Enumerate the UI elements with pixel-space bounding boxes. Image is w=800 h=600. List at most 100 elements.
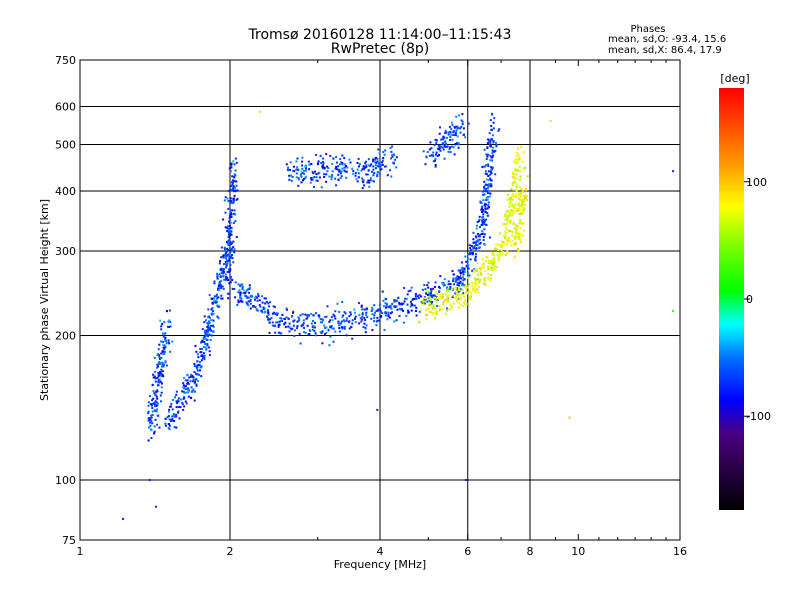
o-mode-point [445, 131, 447, 134]
o-mode-point [483, 233, 486, 236]
o-mode-point [438, 132, 441, 135]
y-tick-label: 200 [55, 330, 76, 343]
o-mode-point [161, 351, 164, 354]
o-mode-point [494, 173, 497, 176]
x-mode-point [512, 188, 515, 191]
x-mode-point [519, 227, 522, 230]
o-mode-point [304, 164, 307, 167]
o-mode-point [204, 332, 207, 335]
x-mode-point [509, 214, 512, 217]
o-mode-point [376, 157, 379, 160]
o-mode-point [270, 317, 273, 319]
o-mode-point [353, 308, 356, 311]
o-mode-point [150, 414, 153, 417]
o-mode-point [196, 369, 199, 372]
o-mode-point [488, 236, 491, 239]
x-mode-point [495, 266, 498, 269]
o-mode-point [460, 272, 462, 275]
o-mode-point [249, 298, 252, 301]
o-mode-point [333, 315, 336, 318]
o-mode-point [211, 302, 214, 305]
o-mode-point [263, 297, 266, 300]
o-mode-point [226, 197, 229, 200]
o-mode-point [242, 292, 245, 295]
o-mode-point [374, 164, 377, 167]
o-mode-point [484, 184, 486, 187]
o-mode-point [335, 166, 338, 168]
o-mode-point [454, 134, 457, 137]
x-mode-point [507, 215, 510, 218]
x-mode-point [520, 195, 523, 198]
x-mode-point [499, 244, 502, 247]
o-mode-point [398, 307, 401, 310]
o-mode-point [423, 298, 426, 301]
o-mode-point [166, 364, 168, 367]
legend-title: Phases [630, 24, 665, 35]
o-mode-point [409, 289, 412, 292]
x-mode-point [503, 214, 506, 217]
o-mode-point [217, 285, 220, 288]
o-mode-point [302, 319, 305, 322]
o-mode-point [451, 270, 454, 273]
o-mode-point [247, 296, 250, 299]
o-mode-point [183, 391, 186, 394]
o-mode-point [207, 323, 210, 326]
o-mode-point [201, 357, 204, 360]
x-mode-point [474, 282, 477, 285]
o-mode-point [337, 173, 340, 176]
o-mode-point [304, 331, 307, 334]
x-mode-point [516, 232, 519, 235]
o-mode-point [489, 171, 492, 174]
o-mode-point [230, 197, 233, 200]
o-mode-point [379, 307, 382, 310]
o-mode-point [334, 317, 337, 320]
x-mode-point [510, 188, 513, 191]
o-mode-point [288, 174, 291, 177]
o-mode-point [311, 170, 314, 173]
o-mode-point [225, 264, 228, 267]
o-mode-point [492, 141, 495, 144]
o-mode-point [168, 326, 170, 328]
o-mode-point [154, 403, 157, 406]
x-mode-point [483, 282, 486, 285]
x-mode-point [517, 153, 520, 156]
x-mode-point [429, 304, 432, 307]
o-mode-point [167, 339, 170, 342]
o-mode-point [445, 307, 448, 310]
o-mode-point [292, 165, 295, 168]
o-mode-point [222, 254, 225, 256]
o-mode-point [305, 167, 307, 170]
o-mode-point [315, 153, 318, 156]
o-mode-point [327, 167, 330, 170]
o-mode-point [224, 266, 227, 269]
o-mode-point [157, 373, 160, 376]
o-mode-point [486, 147, 489, 149]
o-mode-point [168, 423, 171, 426]
o-mode-point [379, 310, 382, 313]
o-mode-point [376, 175, 379, 178]
o-mode-point [164, 360, 167, 363]
o-mode-point [224, 261, 227, 264]
x-mode-point [425, 314, 428, 316]
o-mode-point [438, 154, 440, 157]
o-mode-point [187, 389, 190, 392]
o-mode-point [483, 186, 486, 189]
o-mode-point [164, 339, 166, 342]
x-mode-point [478, 286, 480, 288]
o-mode-point [491, 149, 494, 152]
o-mode-point [160, 391, 163, 394]
x-mode-point [518, 213, 521, 216]
o-mode-point [235, 236, 238, 238]
o-mode-point [207, 325, 210, 328]
o-mode-point [232, 175, 235, 178]
o-mode-point [386, 174, 389, 177]
o-mode-point [320, 331, 323, 334]
o-mode-point [382, 163, 384, 166]
o-mode-point [475, 236, 478, 239]
o-mode-point [185, 402, 188, 405]
o-mode-point [292, 324, 295, 327]
o-mode-point [318, 314, 321, 317]
o-mode-point [331, 319, 334, 322]
x-mode-point [452, 294, 455, 297]
o-mode-point [256, 296, 259, 299]
